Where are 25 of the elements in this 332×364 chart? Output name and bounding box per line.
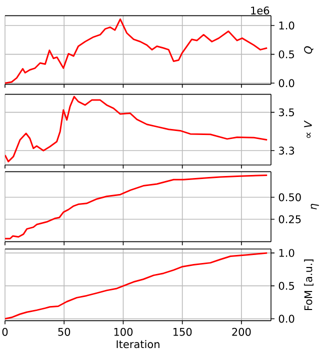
x-tick-label: 200: [232, 328, 251, 336]
y-axis-title: η: [310, 204, 319, 210]
text: 1e6: [251, 6, 270, 15]
y-tick-label: 0.5: [278, 50, 294, 58]
x-axis-title: Iteration: [116, 340, 160, 348]
y-axis-title: Q: [304, 46, 314, 54]
y-tick-label: 1.0: [279, 248, 294, 257]
x-tick-label: 150: [173, 328, 192, 336]
y-tick-label: 0.0: [278, 314, 294, 323]
y-tick-label: 3.5: [279, 108, 294, 116]
y-tick-label: 0.25: [278, 215, 301, 224]
y-tick-label: 3.3: [279, 146, 294, 155]
line-series: [5, 18, 268, 84]
line-series: [5, 174, 268, 240]
y-axis-title: FoM [a.u.]: [304, 260, 314, 310]
y-tick-label: 1.0: [279, 22, 294, 30]
x-tick-label: 50: [58, 328, 70, 336]
y-tick-label: 0.50: [278, 193, 301, 202]
line-series: [5, 96, 268, 162]
y-tick-label: 0.0: [278, 79, 294, 88]
x-tick-label: 100: [114, 328, 133, 336]
line-series: [5, 252, 268, 320]
y-tick-label: 0.5: [278, 282, 294, 290]
x-tick-label: 0: [2, 328, 8, 336]
y-axis-title: ∝ V: [304, 120, 312, 138]
